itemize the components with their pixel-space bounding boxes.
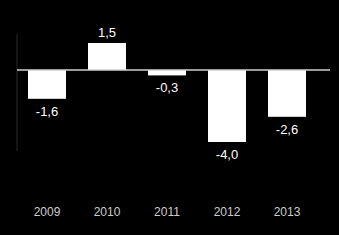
category-label: 2009 [34,205,61,219]
baseline [17,69,330,71]
bar [208,70,246,142]
chart: -1,6 2009 1,5 2010 -0,3 2011 -4,0 2012 -2,6 2013 [0,0,339,235]
category-label: 2013 [274,205,301,219]
bar [88,43,126,70]
bar [268,70,306,117]
category-label: 2010 [94,205,121,219]
data-label: -1,6 [36,104,58,119]
background [0,0,339,235]
bars [28,43,306,142]
bar [28,70,66,99]
y-axis-line [17,34,18,151]
data-label: -4,0 [216,147,238,162]
category-label: 2011 [154,205,180,219]
data-label: -0,3 [156,80,178,95]
bar [148,70,186,75]
data-label: 1,5 [98,25,116,40]
category-label: 2012 [214,205,241,219]
data-label: -2,6 [276,122,298,137]
